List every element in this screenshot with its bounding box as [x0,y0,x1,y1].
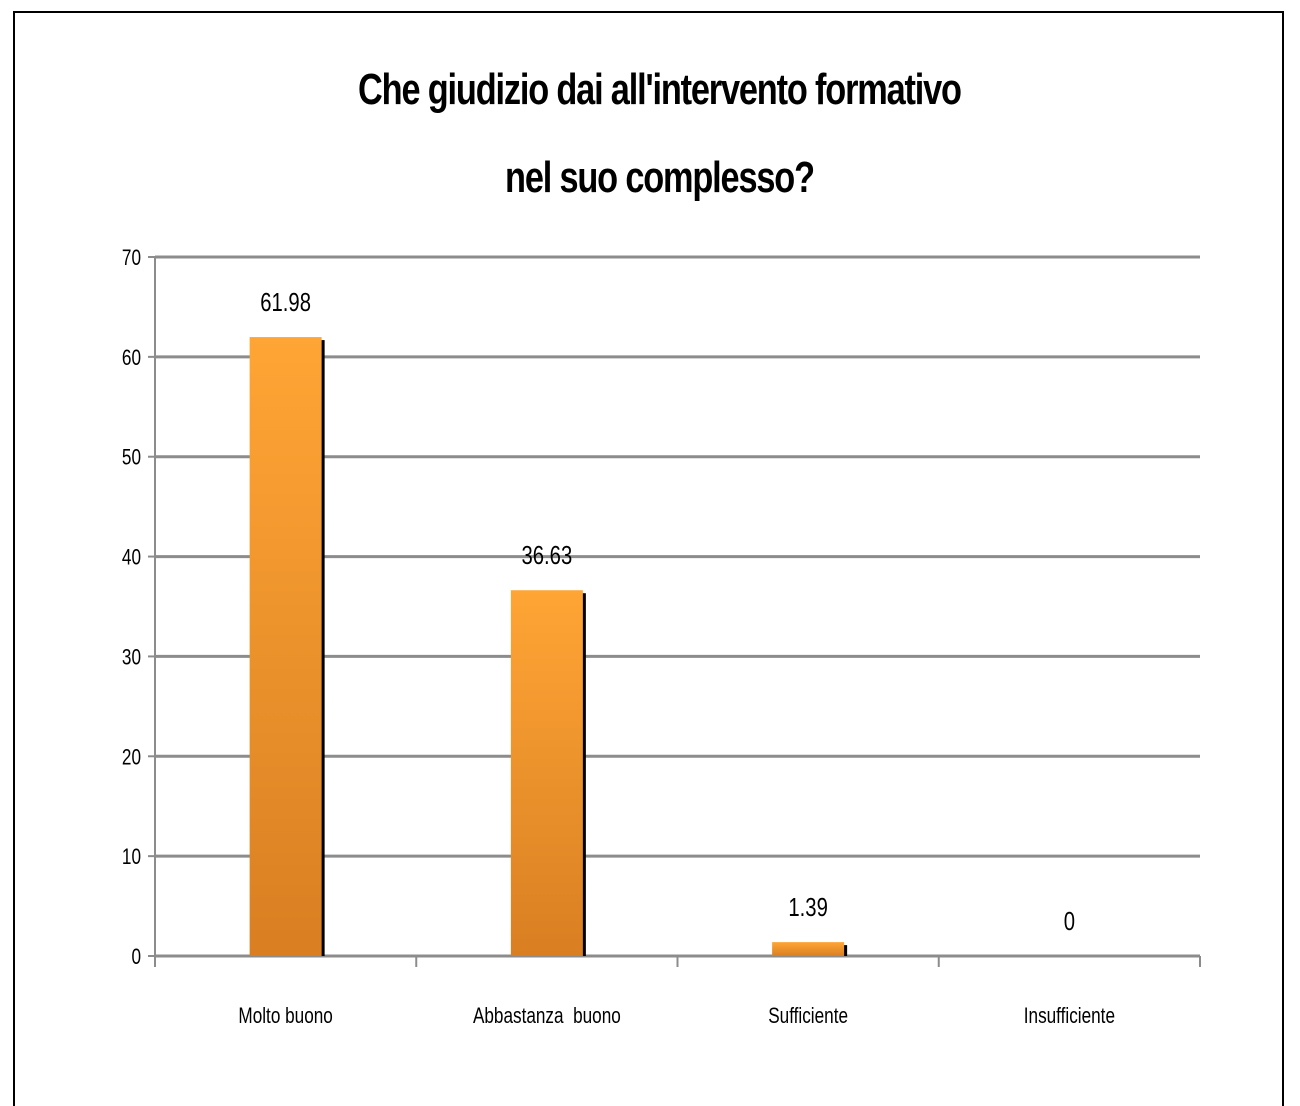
y-tick-label: 30 [122,645,141,670]
y-tick-label: 70 [122,246,141,271]
data-label: 0 [1064,907,1075,936]
labels: 0 10 20 30 40 50 60 70 61.98 Molto buono 36.63 Abba… [122,246,1115,1029]
chart-frame [13,11,1284,1106]
data-label: 61.98 [260,288,311,317]
category-label: Insufficiente [1024,1004,1115,1029]
bar [510,590,583,956]
y-tick-label: 10 [122,845,141,870]
data-label: 36.63 [522,541,573,570]
axes [148,256,1201,967]
bar [772,942,845,956]
y-tick-label: 0 [131,945,141,970]
chart-title: Che giudizio dai all'intervento formativ… [152,46,1166,222]
chart-title-line-2: nel suo complesso? [505,153,815,202]
gridlines [155,255,1200,858]
chart-title-line-1: Che giudizio dai all'intervento formativ… [358,65,962,114]
category-label: Molto buono [238,1004,332,1029]
bar [249,337,322,956]
y-tick-label: 60 [122,346,141,371]
category-label: Sufficiente [768,1004,848,1029]
bars [249,337,848,956]
data-label: 1.39 [788,893,827,922]
y-tick-label: 50 [122,446,141,471]
y-tick-label: 40 [122,546,141,571]
y-tick-label: 20 [122,745,141,770]
category-label: Abbastanza buono [473,1004,621,1029]
